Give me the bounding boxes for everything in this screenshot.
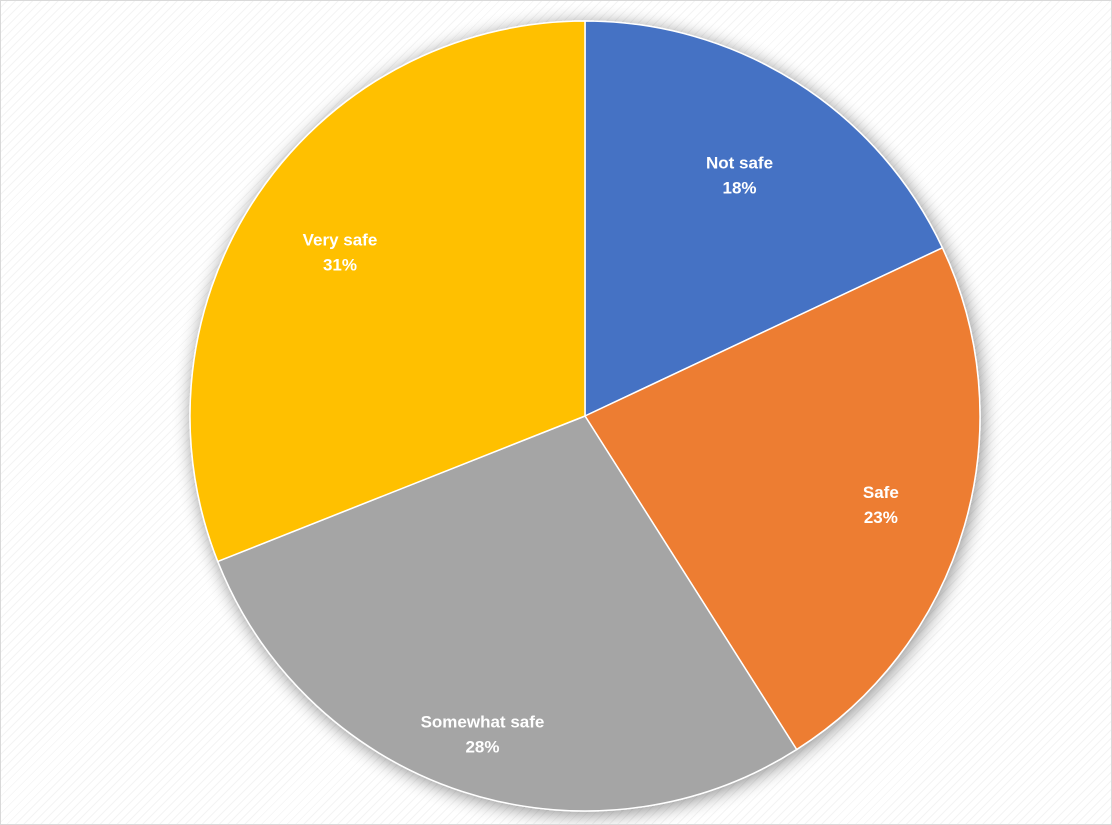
slice-label-very-safe: Very safe	[303, 230, 378, 249]
slice-somewhat-safe	[216, 415, 798, 812]
slice-label-safe: Safe	[863, 483, 899, 502]
slice-very-safe	[189, 20, 586, 563]
slice-safe	[583, 246, 981, 751]
slice-value-somewhat-safe: 28%	[465, 738, 499, 757]
pie-slices	[189, 20, 981, 812]
slice-value-very-safe: 31%	[323, 255, 357, 274]
slice-label-not-safe: Not safe	[706, 154, 773, 173]
slice-not-safe	[584, 20, 944, 418]
slice-value-not-safe: 18%	[722, 179, 756, 198]
pie-labels: Not safe 18% Safe 23% Somewhat safe 28% Very s…	[303, 154, 899, 757]
slice-label-somewhat-safe: Somewhat safe	[421, 713, 545, 732]
slice-value-safe: 23%	[864, 508, 898, 527]
